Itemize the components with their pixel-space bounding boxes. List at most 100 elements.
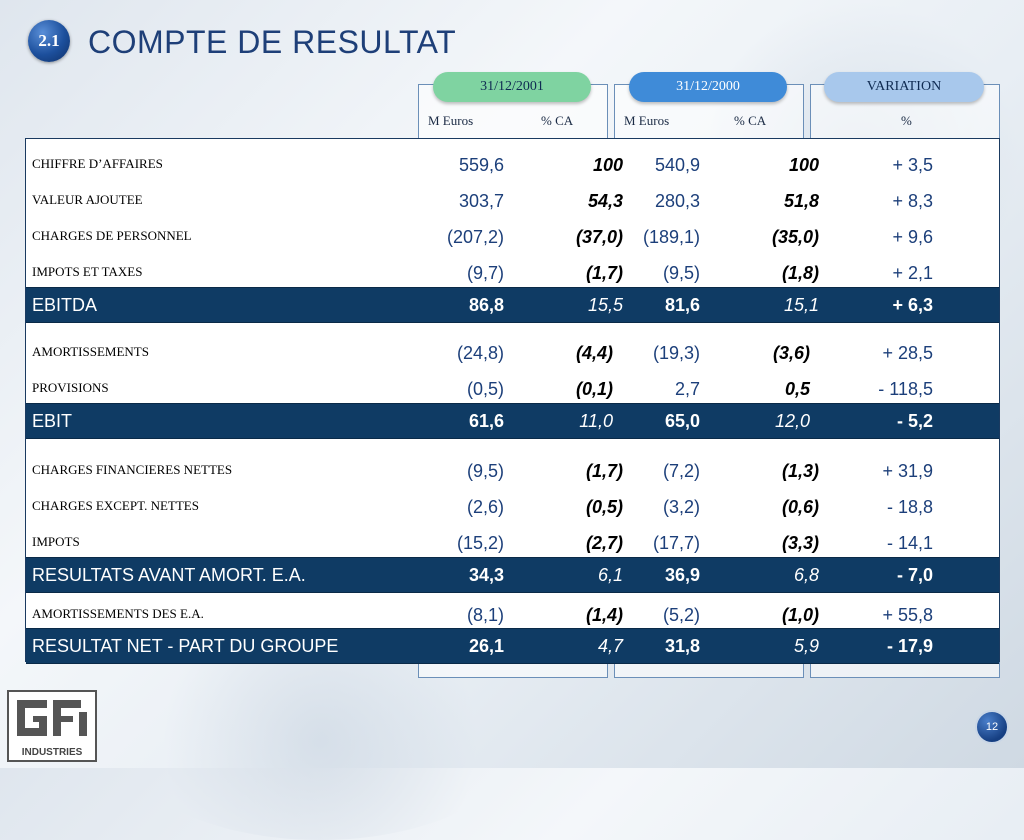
value-variation: - 7,0 xyxy=(896,565,933,585)
value-variation: + 3,5 xyxy=(892,155,933,175)
value-meuros-2000: (17,7) xyxy=(652,533,700,553)
value-meuros-2000: 65,0 xyxy=(664,411,700,431)
value-pctca-2001: (0,1) xyxy=(575,379,613,399)
value-pctca-2001: (2,7) xyxy=(585,533,623,553)
table-row: IMPOTS (15,2) (2,7) (17,7) (3,3) - 14,1 xyxy=(26,521,999,557)
row-label: EBIT xyxy=(32,411,73,431)
value-variation: - 18,8 xyxy=(886,497,933,517)
value-meuros-2001: 303,7 xyxy=(458,191,504,211)
value-meuros-2000: 540,9 xyxy=(654,155,700,175)
value-meuros-2001: 86,8 xyxy=(468,295,504,315)
value-variation: + 31,9 xyxy=(882,461,933,481)
table-row: CHARGES EXCEPT. NETTES (2,6) (0,5) (3,2)… xyxy=(26,485,999,521)
table-row: CHARGES DE PERSONNEL (207,2) (37,0) (189… xyxy=(26,215,999,251)
subheader-meuros-2001: M Euros xyxy=(428,113,474,128)
value-pctca-2000: (1,0) xyxy=(781,605,819,625)
value-variation: + 28,5 xyxy=(882,343,933,363)
value-meuros-2000: (7,2) xyxy=(662,461,700,481)
income-statement-table: CHIFFRE D’AFFAIRES 559,6 100 540,9 100 +… xyxy=(25,138,1000,664)
table-row: CHARGES FINANCIERES NETTES (9,5) (1,7) (… xyxy=(26,449,999,485)
value-meuros-2000: 36,9 xyxy=(664,565,700,585)
row-label: AMORTISSEMENTS xyxy=(32,344,149,359)
value-pctca-2000: 5,9 xyxy=(793,636,819,656)
value-pctca-2001: 100 xyxy=(592,155,623,175)
value-pctca-2001: 6,1 xyxy=(597,565,623,585)
value-meuros-2001: 559,6 xyxy=(458,155,504,175)
value-pctca-2000: (3,3) xyxy=(781,533,819,553)
subheader-pctca-2000: % CA xyxy=(734,113,767,128)
value-pctca-2000: (0,6) xyxy=(781,497,819,517)
value-pctca-2001: (1,4) xyxy=(585,605,623,625)
value-meuros-2001: (0,5) xyxy=(466,379,504,399)
value-meuros-2000: 2,7 xyxy=(674,379,700,399)
row-label: RESULTAT NET - PART DU GROUPE xyxy=(32,636,339,656)
value-pctca-2001: (1,7) xyxy=(585,461,623,481)
value-meuros-2001: 26,1 xyxy=(468,636,504,656)
value-meuros-2001: (207,2) xyxy=(446,227,504,247)
row-label: CHIFFRE D’AFFAIRES xyxy=(32,156,163,171)
value-pctca-2000: (1,8) xyxy=(781,263,819,283)
value-pctca-2001: 11,0 xyxy=(579,411,613,431)
subheader-pctca-2001: % CA xyxy=(541,113,574,128)
value-meuros-2000: (189,1) xyxy=(642,227,700,247)
value-variation: + 9,6 xyxy=(892,227,933,247)
table-row: AMORTISSEMENTS (24,8) (4,4) (19,3) (3,6)… xyxy=(26,331,999,367)
value-pctca-2000: 51,8 xyxy=(783,191,819,211)
row-label: EBITDA xyxy=(32,295,98,315)
value-pctca-2000: 15,1 xyxy=(783,295,819,315)
row-label: CHARGES FINANCIERES NETTES xyxy=(32,462,233,477)
value-pctca-2000: 0,5 xyxy=(784,379,810,399)
column-tab-2000: 31/12/2000 xyxy=(629,72,787,102)
value-meuros-2001: (2,6) xyxy=(466,497,504,517)
value-meuros-2000: 31,8 xyxy=(664,636,700,656)
subheader-meuros-2000: M Euros xyxy=(624,113,670,128)
value-meuros-2001: 34,3 xyxy=(468,565,504,585)
value-pctca-2001: (4,4) xyxy=(575,343,613,363)
value-meuros-2001: (8,1) xyxy=(466,605,504,625)
highlight-row-ebitda: EBITDA 86,8 15,5 81,6 15,1 + 6,3 xyxy=(26,287,999,323)
value-pctca-2000: (35,0) xyxy=(771,227,819,247)
column-tab-2001: 31/12/2001 xyxy=(433,72,591,102)
value-meuros-2001: (15,2) xyxy=(456,533,504,553)
value-meuros-2000: (5,2) xyxy=(662,605,700,625)
subheader-pct-variation: % xyxy=(901,113,912,128)
value-pctca-2000: 12,0 xyxy=(774,411,810,431)
value-pctca-2001: (0,5) xyxy=(585,497,623,517)
value-pctca-2000: 6,8 xyxy=(793,565,819,585)
row-label: VALEUR AJOUTEE xyxy=(32,192,143,207)
value-meuros-2000: 81,6 xyxy=(664,295,700,315)
row-label: AMORTISSEMENTS DES E.A. xyxy=(32,606,204,621)
highlight-row-resultat-net: RESULTAT NET - PART DU GROUPE 26,1 4,7 3… xyxy=(26,628,999,664)
table-row: IMPOTS ET TAXES (9,7) (1,7) (9,5) (1,8) … xyxy=(26,251,999,287)
row-label: IMPOTS ET TAXES xyxy=(32,264,143,279)
value-variation: + 6,3 xyxy=(892,295,933,315)
row-label: PROVISIONS xyxy=(32,380,109,395)
table-row: PROVISIONS (0,5) (0,1) 2,7 0,5 - 118,5 xyxy=(26,367,999,403)
row-label: RESULTATS AVANT AMORT. E.A. xyxy=(32,565,306,585)
table-row: AMORTISSEMENTS DES E.A. (8,1) (1,4) (5,2… xyxy=(26,593,999,629)
value-pctca-2001: 4,7 xyxy=(597,636,623,656)
value-meuros-2001: 61,6 xyxy=(468,411,504,431)
row-label: CHARGES EXCEPT. NETTES xyxy=(32,498,199,513)
value-meuros-2001: (24,8) xyxy=(456,343,504,363)
value-variation: - 5,2 xyxy=(896,411,933,431)
value-pctca-2000: 100 xyxy=(788,155,819,175)
value-meuros-2001: (9,7) xyxy=(466,263,504,283)
row-label: IMPOTS xyxy=(32,534,80,549)
value-pctca-2001: 15,5 xyxy=(587,295,623,315)
value-pctca-2001: 54,3 xyxy=(587,191,623,211)
value-meuros-2000: (3,2) xyxy=(662,497,700,517)
gfi-logo-mark xyxy=(17,700,87,736)
value-pctca-2001: (1,7) xyxy=(585,263,623,283)
value-pctca-2000: (3,6) xyxy=(772,343,810,363)
value-meuros-2000: (9,5) xyxy=(662,263,700,283)
page-number-badge: 12 xyxy=(975,710,1009,744)
page-title: COMPTE DE RESULTAT xyxy=(88,24,457,60)
section-number-badge: 2.1 xyxy=(28,20,70,62)
value-meuros-2000: 280,3 xyxy=(654,191,700,211)
value-variation: - 118,5 xyxy=(878,379,933,399)
value-pctca-2000: (1,3) xyxy=(781,461,819,481)
value-meuros-2001: (9,5) xyxy=(466,461,504,481)
value-variation: - 17,9 xyxy=(886,636,933,656)
table-row: VALEUR AJOUTEE 303,7 54,3 280,3 51,8 + 8… xyxy=(26,179,999,215)
